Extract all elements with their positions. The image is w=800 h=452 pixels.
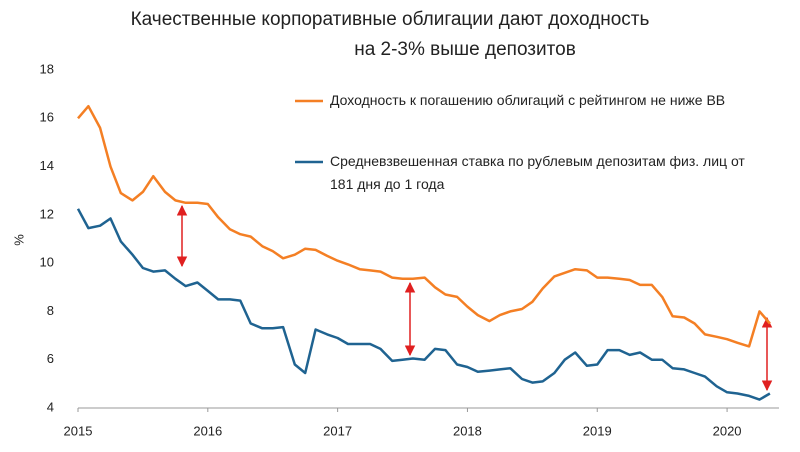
line-series <box>77 104 771 348</box>
y-tick-label: 12 <box>40 206 54 221</box>
x-tick-label: 2020 <box>713 423 742 438</box>
legend-entry: Средневзвешенная ставка по рублевым депо… <box>330 153 745 192</box>
y-tick-label: 18 <box>40 61 54 76</box>
y-tick-label: 8 <box>47 303 54 318</box>
legend-label: Средневзвешенная ставка по рублевым депо… <box>330 153 745 192</box>
legend-label: Доходность к погашению облигаций с рейти… <box>330 92 726 108</box>
y-tick-label: 16 <box>40 110 54 125</box>
y-tick-label: 14 <box>40 158 54 173</box>
y-tick-label: 6 <box>47 351 54 366</box>
x-tick-label: 2017 <box>323 423 352 438</box>
y-tick-label: 10 <box>40 255 54 270</box>
line-series <box>76 208 771 401</box>
y-tick-label: 4 <box>47 399 54 414</box>
x-tick-label: 2018 <box>453 423 482 438</box>
chart-title: Качественные корпоративные облигации даю… <box>131 9 650 30</box>
legend-entry: Доходность к погашению облигаций с рейти… <box>330 92 726 108</box>
chart-title: на 2-3% выше депозитов <box>354 39 576 60</box>
x-tick-label: 2019 <box>583 423 612 438</box>
x-tick-label: 2016 <box>193 423 222 438</box>
y-axis-label: % <box>11 234 26 246</box>
x-tick-label: 2015 <box>64 423 93 438</box>
